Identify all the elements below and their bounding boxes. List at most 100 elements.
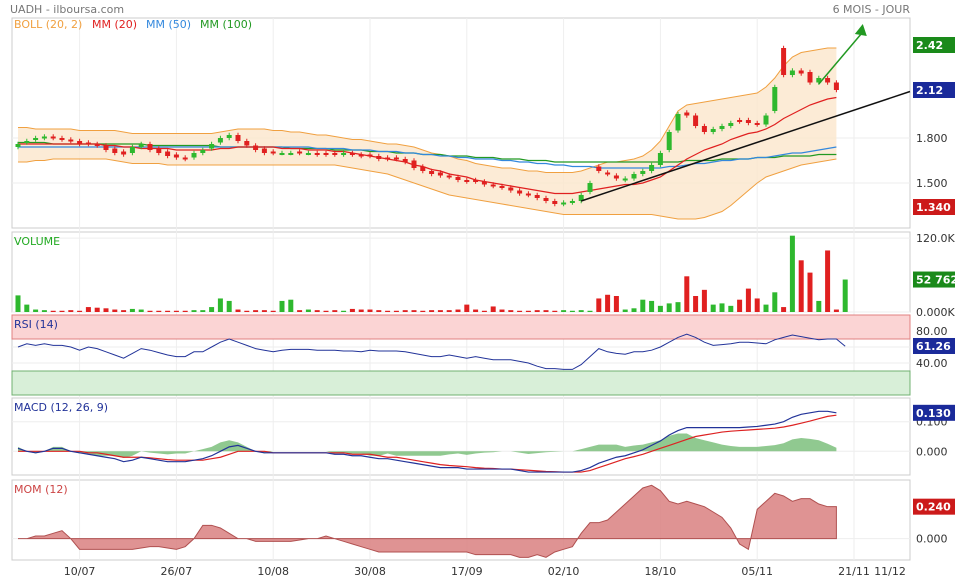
x-tick-label: 17/09 <box>451 565 483 578</box>
candle-body <box>543 198 549 201</box>
volume-panel: VOLUME <box>14 235 848 312</box>
candle-body <box>464 180 470 182</box>
candle-body <box>763 115 769 125</box>
legend-boll: BOLL (20, 2) <box>14 18 82 31</box>
candle-body <box>754 123 760 125</box>
moving-average-lines <box>18 96 837 195</box>
volume-bar <box>455 309 461 312</box>
symbol-source: UADH - ilboursa.com <box>10 3 124 16</box>
candle-body <box>701 126 707 132</box>
y-tick-label: 0.000 <box>916 445 948 458</box>
volume-bar <box>710 304 716 312</box>
candle-body <box>191 153 197 158</box>
volume-bar <box>59 310 65 312</box>
candle-body <box>684 112 690 116</box>
volume-bar <box>675 302 681 312</box>
candle-body <box>349 153 355 155</box>
x-tick-label: 11/12 <box>874 565 906 578</box>
volume-bar <box>314 310 320 312</box>
candle-body <box>41 136 47 139</box>
volume-bar <box>816 300 822 312</box>
volume-bar <box>754 298 760 312</box>
volume-bar <box>182 310 188 312</box>
volume-bar <box>429 310 435 312</box>
bollinger-upper <box>18 47 837 173</box>
volume-bar <box>508 310 514 312</box>
volume-bar <box>807 272 813 312</box>
candle-body <box>675 114 681 131</box>
y-tick-label: 1.800 <box>916 132 948 145</box>
volume-bar <box>772 292 778 312</box>
candle-body <box>631 174 637 179</box>
candle-body <box>781 48 787 75</box>
candle-body <box>622 178 628 181</box>
macd-histogram-positive <box>18 433 837 452</box>
volume-bar <box>209 307 215 312</box>
volume-bar <box>587 310 593 312</box>
volume-bar <box>543 310 549 312</box>
volume-bar <box>833 309 839 312</box>
volume-bar <box>173 310 179 312</box>
value-badge-label: 2.42 <box>916 39 943 52</box>
panel-frame-volume <box>11 231 911 313</box>
volume-bar <box>94 307 100 312</box>
volume-bar <box>270 310 276 312</box>
volume-bar <box>138 309 144 312</box>
candle-body <box>429 171 435 174</box>
volume-bar <box>402 310 408 312</box>
candle-body <box>693 115 699 126</box>
candle-body <box>587 183 593 192</box>
legend-volume: VOLUME <box>14 235 60 248</box>
value-badge-label: 1.340 <box>916 201 951 214</box>
candle-body <box>745 120 751 123</box>
macd-line <box>17 410 837 473</box>
rsi-line-path <box>17 333 846 370</box>
candle-body <box>332 153 338 155</box>
volume-bar <box>420 310 426 312</box>
volume-bar <box>605 294 611 312</box>
candle-body <box>437 172 443 176</box>
candle-body <box>798 70 804 74</box>
candle-body <box>719 126 725 129</box>
volume-bar <box>534 310 540 312</box>
candle-body <box>569 201 575 203</box>
mm20-line <box>18 96 837 195</box>
candle-body <box>182 157 188 160</box>
candle-body <box>261 148 267 153</box>
volume-bar <box>622 309 628 312</box>
candle-body <box>402 159 408 162</box>
candle-body <box>165 151 171 156</box>
candle-body <box>420 166 426 171</box>
macd-histogram-negative <box>18 451 837 458</box>
volume-bar <box>693 296 699 312</box>
volume-bar <box>33 309 39 312</box>
candle-body <box>640 171 646 174</box>
panel-frame-macd <box>11 397 911 476</box>
volume-bar <box>217 298 223 312</box>
macd-histogram <box>18 433 837 458</box>
candle-body <box>508 187 514 191</box>
x-tick-label: 18/10 <box>645 565 677 578</box>
volume-bar <box>596 298 602 312</box>
volume-bar <box>552 310 558 312</box>
volume-bar <box>279 300 285 312</box>
candle-body <box>121 151 127 155</box>
volume-bar <box>226 300 232 312</box>
candle-body <box>200 150 206 153</box>
rsi-panel: RSI (14) <box>11 314 911 396</box>
candle-body <box>358 154 364 157</box>
volume-bar <box>191 310 197 312</box>
candle-body <box>710 129 716 132</box>
volume-bar <box>789 235 795 312</box>
volume-bar <box>517 310 523 312</box>
volume-bar <box>349 308 355 312</box>
legend-mm20: MM (20) <box>92 18 137 31</box>
volume-bar <box>288 299 294 312</box>
volume-bar <box>481 310 487 312</box>
volume-bar <box>85 307 91 312</box>
volume-bar <box>842 279 848 312</box>
volume-bar <box>728 305 734 312</box>
volume-bar <box>411 310 417 312</box>
candle-body <box>517 190 523 194</box>
